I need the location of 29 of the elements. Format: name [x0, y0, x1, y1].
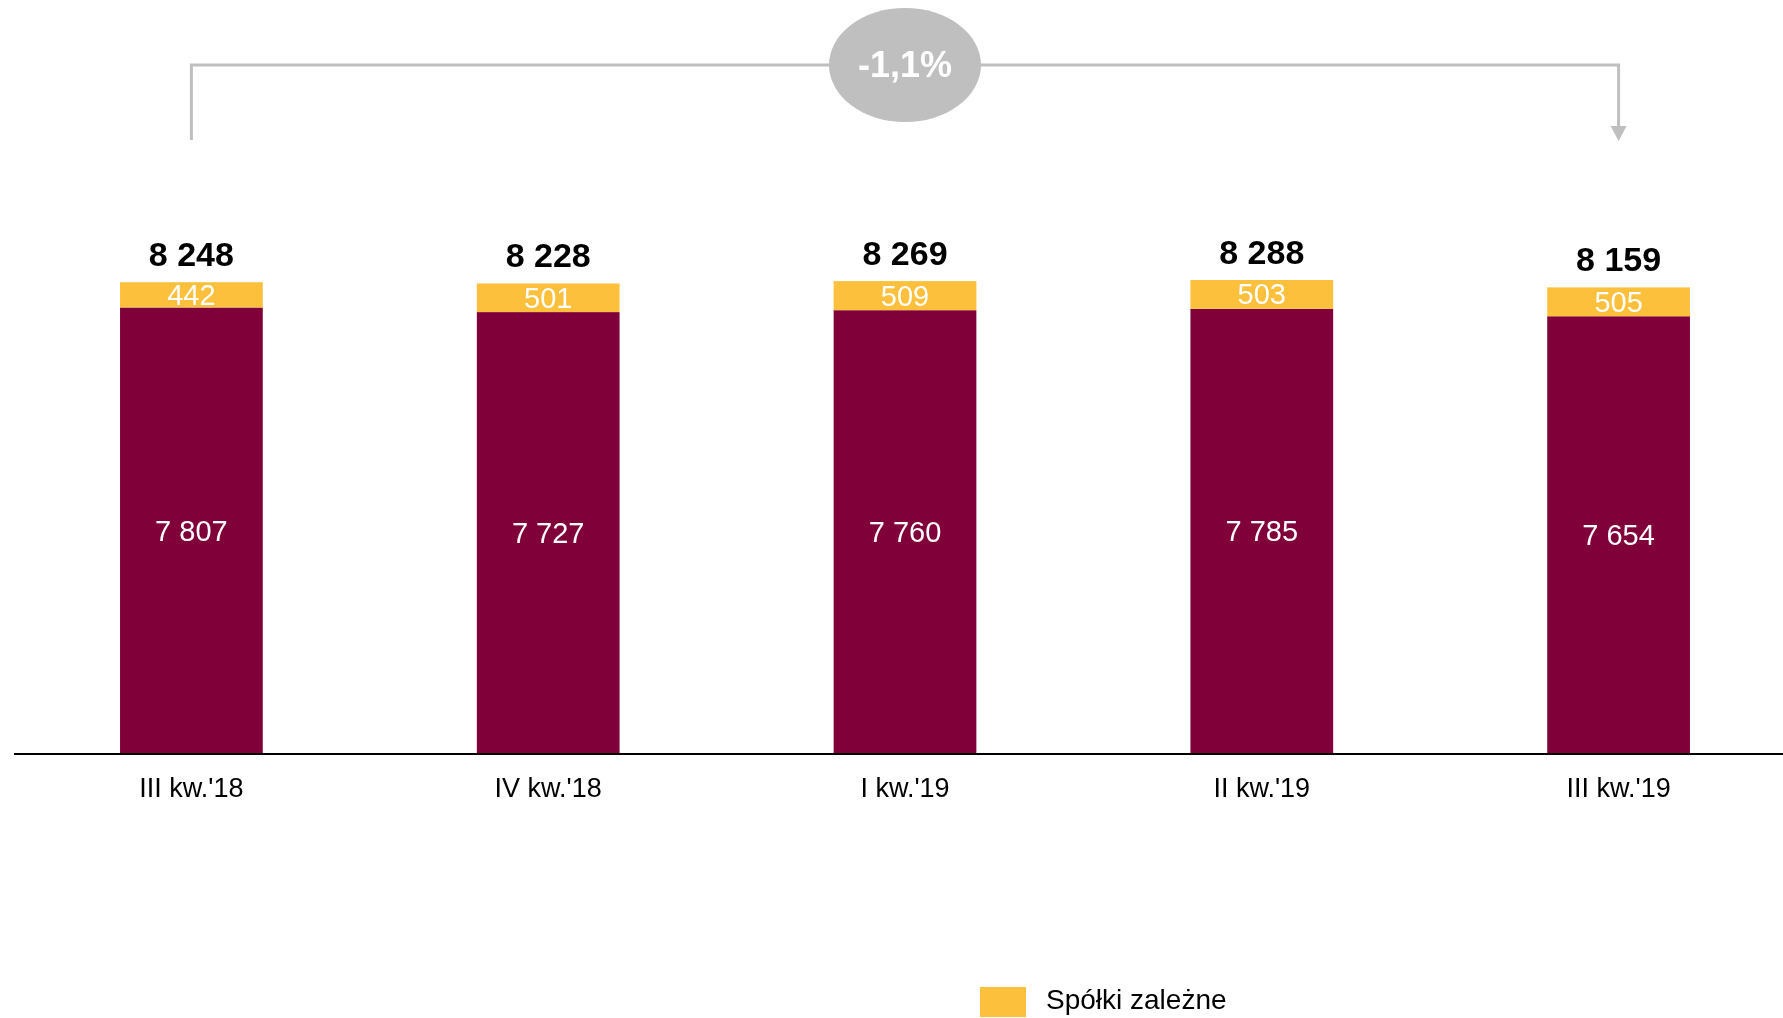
x-tick-label: II kw.'19 [1213, 773, 1311, 803]
x-tick-label: I kw.'19 [860, 773, 950, 803]
total-label: 8 228 [505, 236, 591, 275]
data-label: 501 [524, 281, 573, 314]
total-label: 8 288 [1219, 233, 1305, 271]
bar [120, 282, 263, 308]
data-label: 503 [1237, 278, 1286, 311]
total-label: 8 248 [148, 235, 234, 274]
data-label: 509 [880, 279, 930, 312]
x-tick-label: III kw.'19 [1566, 773, 1671, 803]
data-label: 7 654 [1582, 519, 1655, 552]
bar [833, 310, 977, 754]
bar [476, 312, 620, 754]
data-label: 7 760 [868, 516, 942, 549]
data-label: 7 727 [511, 517, 585, 550]
bar [1547, 316, 1690, 754]
data-label: 7 785 [1225, 515, 1299, 548]
bar [1190, 308, 1334, 754]
x-tick-label: IV kw.'18 [494, 773, 602, 803]
data-label: 505 [1594, 285, 1643, 318]
data-label: 7 807 [155, 514, 228, 547]
total-label: 8 269 [862, 234, 948, 273]
legend-label: Spółki zależne [1046, 984, 1227, 1015]
x-tick-label: III kw.'18 [139, 773, 244, 803]
data-label: 442 [167, 278, 216, 311]
bar [476, 283, 620, 313]
text: -1,1% [857, 44, 953, 85]
total-label: 8 159 [1576, 240, 1662, 279]
bar [120, 307, 263, 754]
